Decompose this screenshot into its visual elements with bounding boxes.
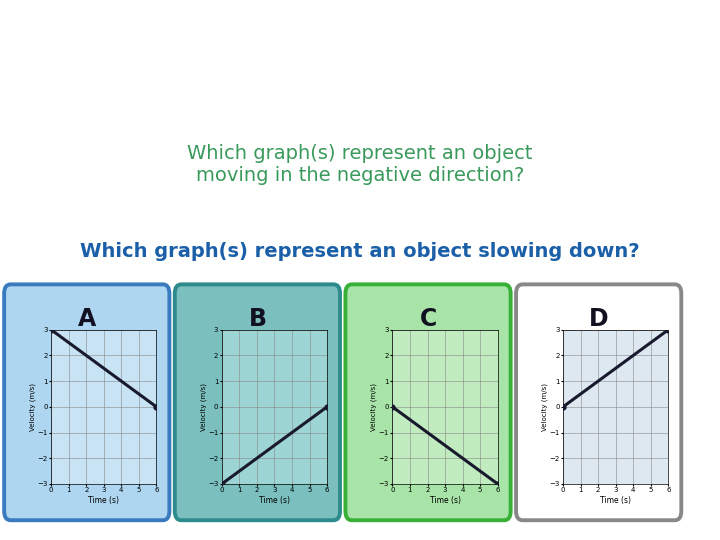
FancyBboxPatch shape — [516, 285, 681, 520]
Text: B: B — [248, 307, 266, 331]
Text: Velocity vs Time Graphs: Velocity vs Time Graphs — [176, 42, 544, 71]
FancyBboxPatch shape — [175, 285, 340, 520]
FancyBboxPatch shape — [346, 285, 510, 520]
Text: D: D — [589, 307, 608, 331]
X-axis label: Time (s): Time (s) — [89, 496, 120, 505]
Y-axis label: Velocity (m/s): Velocity (m/s) — [30, 383, 36, 431]
X-axis label: Time (s): Time (s) — [259, 496, 290, 505]
Text: Which graph(s) represent an object slowing down?: Which graph(s) represent an object slowi… — [80, 241, 640, 261]
Y-axis label: Velocity (m/s): Velocity (m/s) — [200, 383, 207, 431]
Text: A: A — [78, 307, 96, 331]
Y-axis label: Velocity (m/s): Velocity (m/s) — [541, 383, 548, 431]
X-axis label: Time (s): Time (s) — [600, 496, 631, 505]
Y-axis label: Velocity (m/s): Velocity (m/s) — [371, 383, 377, 431]
Text: C: C — [420, 307, 436, 331]
X-axis label: Time (s): Time (s) — [430, 496, 461, 505]
FancyBboxPatch shape — [4, 285, 169, 520]
Text: Which graph(s) represent an object
moving in the negative direction?: Which graph(s) represent an object movin… — [187, 144, 533, 185]
